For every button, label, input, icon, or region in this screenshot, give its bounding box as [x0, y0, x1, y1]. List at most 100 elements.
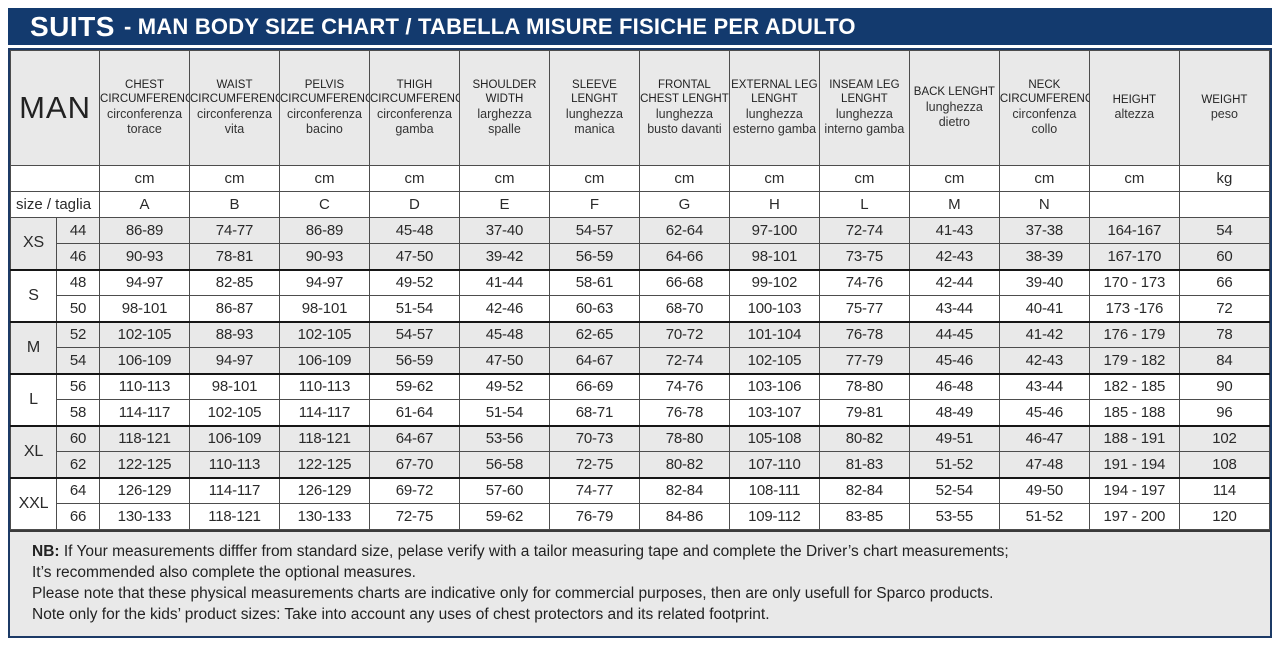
value-cell: 82-84 — [638, 476, 730, 504]
column-header: INSEAM LEG LENGHT lunghezza interno gamba — [818, 50, 910, 166]
note-line-1-text: If Your measurements difffer from standa… — [63, 543, 1009, 560]
letter-cell: H — [728, 191, 820, 218]
value-cell: 42-44 — [908, 268, 1000, 296]
value-cell: 80-82 — [818, 424, 910, 452]
size-cell: 48 — [55, 268, 101, 296]
value-cell: 68-71 — [548, 399, 640, 426]
value-cell: 194 - 197 — [1088, 476, 1180, 504]
value-cell: 118-121 — [99, 424, 190, 452]
column-header-en: EXTERNAL LEG LENGHT — [731, 79, 818, 105]
value-cell: 94-97 — [99, 268, 190, 296]
value-cell: 96 — [1178, 399, 1271, 426]
value-cell: 77-79 — [818, 347, 910, 374]
value-cell: 78 — [1178, 320, 1271, 348]
value-cell: 103-107 — [728, 399, 820, 426]
column-header-en: WAIST CIRCUMFERENCE — [190, 79, 278, 105]
unit-cell: cm — [908, 165, 1000, 192]
value-cell: 94-97 — [189, 347, 280, 374]
value-cell: 108 — [1178, 451, 1271, 478]
value-cell: 122-125 — [99, 451, 190, 478]
size-cell: 54 — [55, 347, 101, 374]
table-row: 62 122-125 110-113 122-125 67-70 56-58 72-75 80… — [11, 451, 1271, 478]
letter-cell: C — [278, 191, 370, 218]
value-cell: 42-46 — [458, 295, 550, 322]
column-header-it: altezza — [1114, 107, 1155, 122]
value-cell: 54 — [1178, 217, 1271, 244]
value-cell: 98-101 — [728, 243, 820, 270]
value-cell: 39-42 — [458, 243, 550, 270]
value-cell: 75-77 — [818, 295, 910, 322]
column-header-it: circonfenza collo — [1012, 106, 1077, 136]
value-cell: 114 — [1178, 476, 1271, 504]
column-header-en: CHEST CIRCUMFERENCE — [100, 79, 189, 105]
value-cell: 108-111 — [728, 476, 820, 504]
value-cell: 42-43 — [998, 347, 1090, 374]
value-cell: 49-51 — [908, 424, 1000, 452]
size-cell: 50 — [55, 295, 101, 322]
value-cell: 99-102 — [728, 268, 820, 296]
column-header-it: lunghezza interno gamba — [824, 106, 905, 136]
value-cell: 84 — [1178, 347, 1271, 374]
size-cell: 58 — [55, 399, 101, 426]
size-group-label: XXL — [10, 476, 57, 530]
value-cell: 90-93 — [278, 243, 370, 270]
value-cell: 78-80 — [638, 424, 730, 452]
value-cell: 66-68 — [638, 268, 730, 296]
value-cell: 82-85 — [189, 268, 280, 296]
size-cell: 62 — [55, 451, 101, 478]
value-cell: 43-44 — [908, 295, 1000, 322]
value-cell: 42-43 — [908, 243, 1000, 270]
letter-cell: N — [998, 191, 1090, 218]
value-cell: 72 — [1178, 295, 1271, 322]
value-cell: 49-52 — [458, 372, 550, 400]
value-cell: 74-76 — [818, 268, 910, 296]
value-cell: 173 -176 — [1088, 295, 1180, 322]
value-cell: 106-109 — [99, 347, 190, 374]
note-line-4: Note only for the kids’ product sizes: T… — [32, 606, 770, 623]
letters-row: size / taglia A B C D E F G H L M N — [9, 191, 1271, 218]
value-cell: 59-62 — [458, 503, 550, 530]
value-cell: 60-63 — [548, 295, 640, 322]
value-cell: 64-66 — [638, 243, 730, 270]
value-cell: 69-72 — [368, 476, 460, 504]
value-cell: 78-81 — [189, 243, 280, 270]
value-cell: 90 — [1178, 372, 1271, 400]
column-header-it: larghezza spalle — [477, 106, 532, 136]
value-cell: 41-43 — [908, 217, 1000, 244]
value-cell: 51-54 — [458, 399, 550, 426]
value-cell: 105-108 — [728, 424, 820, 452]
value-cell: 86-89 — [278, 217, 370, 244]
value-cell: 74-77 — [548, 476, 640, 504]
value-cell: 118-121 — [278, 424, 370, 452]
value-cell: 130-133 — [99, 503, 190, 530]
value-cell: 102-105 — [728, 347, 820, 374]
value-cell: 74-77 — [189, 217, 280, 244]
column-header: NECK CIRCUMFERENCEcirconfenza collo — [998, 50, 1090, 166]
value-cell: 61-64 — [368, 399, 460, 426]
value-cell: 76-79 — [548, 503, 640, 530]
size-cell: 66 — [55, 503, 101, 530]
unit-cell: kg — [1178, 165, 1271, 192]
column-header-it: circonferenza torace — [106, 106, 183, 136]
column-header-en: BACK LENGHT — [913, 86, 995, 99]
unit-cell: cm — [818, 165, 910, 192]
value-cell: 86-89 — [99, 217, 190, 244]
letter-cell: B — [189, 191, 280, 218]
value-cell: 102-105 — [278, 320, 370, 348]
value-cell: 106-109 — [278, 347, 370, 374]
letter-cell: D — [368, 191, 460, 218]
value-cell: 62-65 — [548, 320, 640, 348]
value-cell: 49-50 — [998, 476, 1090, 504]
chart-title-text: - MAN BODY SIZE CHART / TABELLA MISURE F… — [123, 13, 856, 39]
value-cell: 78-80 — [818, 372, 910, 400]
value-cell: 51-52 — [998, 503, 1090, 530]
value-cell: 72-75 — [548, 451, 640, 478]
value-cell: 57-60 — [458, 476, 550, 504]
value-cell: 53-56 — [458, 424, 550, 452]
letter-cell: A — [99, 191, 190, 218]
value-cell: 120 — [1178, 503, 1271, 530]
value-cell: 97-100 — [728, 217, 820, 244]
column-header-en: INSEAM LEG LENGHT — [829, 79, 900, 105]
